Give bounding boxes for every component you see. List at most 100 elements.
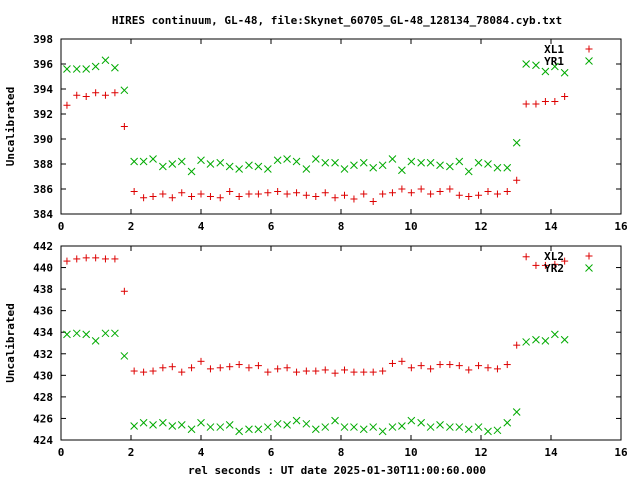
data-point-YR2 — [72, 329, 81, 338]
data-point-XL2 — [111, 255, 119, 263]
data-point-YR1-d2 — [369, 163, 378, 172]
data-point-YR1 — [331, 158, 339, 167]
data-point-YR1 — [263, 165, 272, 173]
data-point-XL2 — [561, 257, 569, 265]
data-point-XL2 — [360, 368, 368, 376]
data-point-XL1 — [360, 190, 368, 198]
data-point-XL1 — [283, 190, 291, 198]
y-tick-label: 436 — [33, 305, 53, 318]
data-point-XL2 — [532, 261, 540, 269]
data-point-YR1 — [350, 161, 358, 170]
data-point-YR2 — [263, 423, 272, 431]
data-point-YR1-d2 — [216, 158, 225, 167]
x-tick-label: 6 — [268, 446, 275, 459]
data-point-YR2-d2 — [292, 416, 301, 425]
data-point-YR2 — [445, 423, 454, 431]
data-point-YR2-d2 — [359, 425, 368, 434]
data-point-YR1 — [187, 167, 196, 176]
data-point-XL1 — [245, 190, 253, 198]
data-point-XL2 — [465, 366, 473, 374]
data-point-YR2 — [197, 418, 205, 427]
data-point-YR1 — [311, 155, 320, 163]
data-point-YR1-d2 — [417, 158, 426, 167]
data-point-XL2 — [388, 359, 396, 367]
data-point-YR1-d2 — [484, 160, 492, 168]
x-tick-label: 0 — [58, 220, 65, 233]
x-tick-label: 12 — [474, 446, 487, 459]
x-tick-label: 12 — [474, 220, 487, 233]
data-point-XL1 — [379, 190, 387, 198]
data-point-XL1 — [92, 89, 100, 97]
data-point-XL2 — [82, 254, 90, 262]
data-point-YR1-d2 — [130, 157, 139, 166]
data-point-YR2 — [321, 423, 330, 431]
x-tick-label: 4 — [198, 446, 205, 459]
data-point-YR1-d2 — [111, 63, 119, 72]
data-point-YR1-d2 — [225, 162, 234, 171]
data-point-XL2 — [321, 366, 329, 374]
data-point-XL2 — [484, 364, 492, 372]
data-point-YR1-d2 — [187, 167, 196, 176]
y-tick-label: 398 — [33, 33, 53, 46]
data-point-YR1-d2 — [206, 160, 215, 168]
data-point-YR1-d2 — [72, 65, 81, 73]
data-point-YR1-d2 — [321, 158, 330, 167]
data-point-YR2 — [149, 421, 157, 429]
data-point-XL1 — [436, 188, 444, 195]
data-point-YR2-d2 — [273, 419, 282, 428]
x-tick-label: 16 — [614, 446, 628, 459]
data-point-YR2-d2 — [398, 422, 406, 430]
data-point-YR1 — [541, 67, 550, 76]
data-point-XL1 — [475, 191, 483, 199]
data-point-XL1 — [197, 190, 205, 198]
data-point-XL1 — [541, 98, 549, 105]
data-point-YR2-d2 — [321, 423, 330, 431]
data-point-YR1 — [254, 162, 263, 171]
data-point-XL1 — [168, 194, 176, 202]
data-point-XL1 — [188, 193, 196, 200]
data-point-XL1 — [446, 185, 454, 193]
data-point-YR2 — [378, 427, 387, 436]
data-point-XL1 — [321, 189, 329, 197]
data-point-YR1 — [292, 157, 301, 166]
data-point-YR2-d2 — [417, 418, 426, 427]
data-point-YR2-d2 — [197, 418, 205, 427]
y-tick-label: 390 — [33, 133, 53, 146]
data-point-XL2 — [331, 369, 339, 377]
data-point-YR1 — [158, 162, 167, 171]
data-point-YR1 — [63, 65, 71, 73]
data-point-XL1 — [513, 176, 521, 184]
data-point-YR1 — [493, 163, 502, 172]
data-point-XL1 — [465, 193, 473, 200]
data-point-YR1 — [245, 161, 253, 170]
data-point-XL1 — [503, 188, 511, 195]
y-tick-label: 438 — [33, 283, 53, 296]
data-point-XL1 — [130, 188, 138, 195]
data-point-YR2-d2 — [503, 418, 512, 427]
data-point-YR2 — [101, 329, 110, 338]
data-point-YR1 — [302, 165, 311, 173]
data-point-XL2 — [427, 365, 435, 373]
data-point-YR2 — [235, 427, 244, 436]
data-point-YR2 — [560, 335, 569, 344]
data-point-YR2-d2 — [532, 335, 540, 344]
data-point-XL2 — [475, 362, 483, 370]
data-point-YR2 — [91, 336, 100, 345]
data-point-YR1 — [474, 158, 483, 167]
data-point-XL2 — [235, 361, 243, 369]
data-point-XL1 — [398, 185, 406, 193]
data-point-YR1 — [532, 61, 540, 70]
data-point-XL1 — [561, 93, 569, 100]
data-point-YR1 — [388, 155, 397, 163]
data-point-YR1 — [378, 161, 387, 170]
data-point-YR2 — [512, 408, 521, 416]
data-point-XL2 — [159, 364, 167, 372]
data-point-YR2 — [206, 423, 215, 431]
plot-panels: 0 2 4 6 8 10 12 14 16 384 386 388 390 392 394 396 398 Unc… — [4, 33, 628, 459]
data-point-YR1 — [398, 166, 406, 175]
data-point-YR1-d2 — [302, 165, 311, 173]
data-point-YR2-d2 — [245, 425, 253, 434]
data-point-XL2 — [206, 365, 214, 373]
data-point-XL2 — [341, 366, 348, 374]
